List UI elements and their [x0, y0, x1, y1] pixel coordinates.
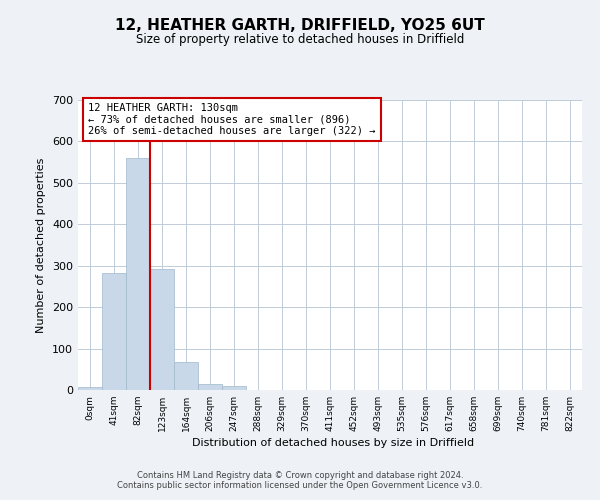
Text: Contains HM Land Registry data © Crown copyright and database right 2024.: Contains HM Land Registry data © Crown c… — [137, 472, 463, 480]
Bar — [126, 158, 150, 390]
Bar — [102, 273, 126, 390]
Bar — [198, 384, 222, 390]
Y-axis label: Number of detached properties: Number of detached properties — [37, 158, 46, 332]
Text: 12 HEATHER GARTH: 130sqm
← 73% of detached houses are smaller (896)
26% of semi-: 12 HEATHER GARTH: 130sqm ← 73% of detach… — [88, 103, 376, 136]
Bar — [222, 386, 246, 390]
Text: Distribution of detached houses by size in Driffield: Distribution of detached houses by size … — [192, 438, 474, 448]
Text: Size of property relative to detached houses in Driffield: Size of property relative to detached ho… — [136, 32, 464, 46]
Text: 12, HEATHER GARTH, DRIFFIELD, YO25 6UT: 12, HEATHER GARTH, DRIFFIELD, YO25 6UT — [115, 18, 485, 32]
Bar — [174, 362, 198, 390]
Text: Contains public sector information licensed under the Open Government Licence v3: Contains public sector information licen… — [118, 482, 482, 490]
Bar — [150, 268, 174, 390]
Bar — [78, 387, 102, 390]
